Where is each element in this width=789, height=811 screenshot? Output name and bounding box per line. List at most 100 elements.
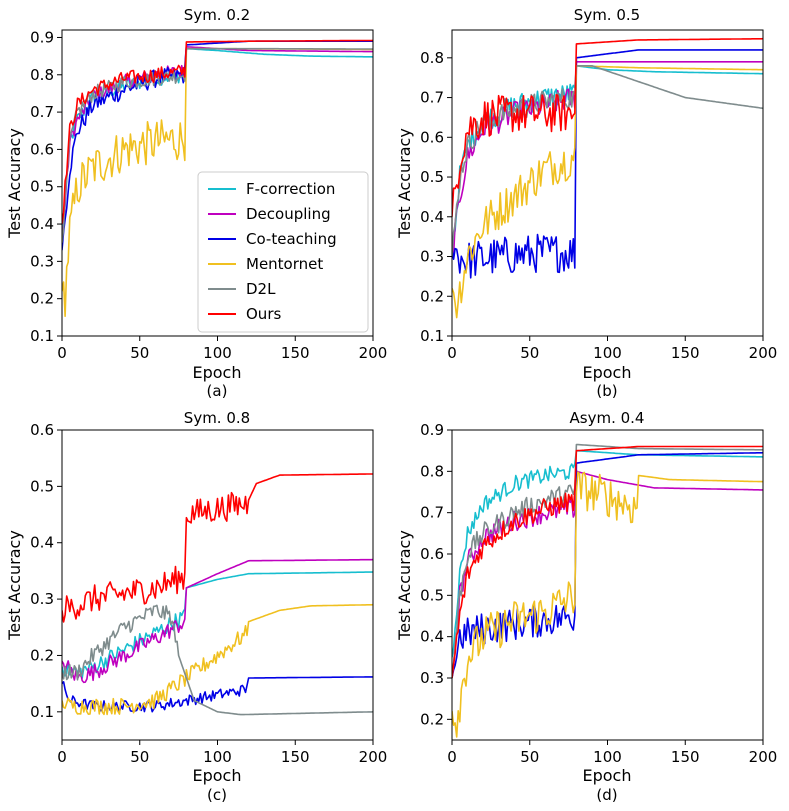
panel-a-series-d2l xyxy=(62,47,373,243)
legend: F-correction Decoupling Co-teaching Mentorn… xyxy=(197,171,369,333)
panel-d-lines xyxy=(452,443,763,738)
panel-a-title: Sym. 0.2 xyxy=(184,6,250,24)
panel-a-ytick-label: 0.3 xyxy=(30,252,54,270)
panel-c-xtick-label: 50 xyxy=(130,748,149,766)
panel-d: Asym. 0.4 Epoch (d) Test Accuracy 0 50 100… xyxy=(395,409,777,804)
panel-d-ytick-label: 0.5 xyxy=(420,586,444,604)
panel-d-ytick-label: 0.2 xyxy=(420,710,444,728)
panel-b-series-co-teaching xyxy=(452,49,763,279)
legend-label-d2l: D2L xyxy=(246,280,276,298)
panel-b-xtick-label: 200 xyxy=(749,344,778,362)
panel-c-series-d2l xyxy=(62,604,373,716)
panel-d-xtick-label: 150 xyxy=(671,748,700,766)
panel-b-title: Sym. 0.5 xyxy=(574,6,640,24)
panel-b-series-ours xyxy=(452,37,763,217)
panel-d-xtick-label: 50 xyxy=(520,748,539,766)
panel-b-ylabel: Test Accuracy xyxy=(395,128,414,239)
panel-a-ytick-label: 0.6 xyxy=(30,140,54,158)
panel-c-xlabel: Epoch xyxy=(193,766,242,785)
legend-label-ours: Ours xyxy=(246,305,281,323)
panel-c-ytick-label: 0.3 xyxy=(30,590,54,608)
panel-d-title: Asym. 0.4 xyxy=(570,409,645,427)
panel-b-ytick-label: 0.6 xyxy=(420,128,444,146)
panel-a-ytick-label: 0.8 xyxy=(30,66,54,84)
panel-d-series-decoupling xyxy=(452,470,763,679)
panel-a: Sym. 0.2 Epoch (a) Test Accuracy 0 50 100 1… xyxy=(5,6,387,400)
panel-b-lines xyxy=(452,37,763,319)
panel-b-xtick-label: 0 xyxy=(447,344,457,362)
panel-b-ytick-label: 0.2 xyxy=(420,287,444,305)
panel-b-series-d2l xyxy=(452,65,763,257)
panel-b-series-f-correction xyxy=(452,65,763,257)
panel-c-ytick-label: 0.4 xyxy=(30,534,54,552)
panel-d-xtick-label: 100 xyxy=(593,748,622,766)
panel-c-xtick-label: 200 xyxy=(359,748,388,766)
panel-a-ytick-label: 0.2 xyxy=(30,290,54,308)
legend-label-decoupling: Decoupling xyxy=(246,205,331,223)
panel-d-frame xyxy=(451,429,764,741)
legend-label-f-correction: F-correction xyxy=(246,180,335,198)
panel-a-xtick-label: 200 xyxy=(359,344,388,362)
panel-a-ytick-label: 0.5 xyxy=(30,178,54,196)
panel-a-xtick-label: 0 xyxy=(57,344,67,362)
panel-b-xtick-label: 100 xyxy=(593,344,622,362)
panel-c-series-mentornet xyxy=(62,603,373,716)
panel-c-title: Sym. 0.8 xyxy=(184,409,250,427)
panel-b-xtick-label: 150 xyxy=(671,344,700,362)
panel-d-xtick-label: 200 xyxy=(749,748,778,766)
panel-c-ylabel: Test Accuracy xyxy=(5,530,24,641)
panel-c-lines xyxy=(62,473,373,716)
panel-d-xtick-label: 0 xyxy=(447,748,457,766)
panel-b-sublabel: (b) xyxy=(596,382,617,400)
panel-a-series-ours xyxy=(62,39,373,225)
panel-a-sublabel: (a) xyxy=(207,382,228,400)
legend-label-mentornet: Mentornet xyxy=(246,255,323,273)
legend-label-co-teaching: Co-teaching xyxy=(246,230,337,248)
panel-d-ytick-label: 0.9 xyxy=(420,421,444,439)
panel-d-sublabel: (d) xyxy=(596,786,617,804)
panel-b: Sym. 0.5 Epoch (b) Test Accuracy 0 50 100 1… xyxy=(395,6,777,400)
panel-c-xtick-label: 100 xyxy=(203,748,232,766)
panel-d-series-f-correction xyxy=(452,449,763,658)
panel-c-series-f-correction xyxy=(62,571,373,679)
panel-c-ytick-label: 0.5 xyxy=(30,477,54,495)
panel-b-ytick-label: 0.5 xyxy=(420,168,444,186)
panel-c-ytick-label: 0.1 xyxy=(30,703,54,721)
panel-c-xtick-label: 150 xyxy=(281,748,310,766)
panel-d-ytick-label: 0.6 xyxy=(420,545,444,563)
panel-b-ytick-label: 0.1 xyxy=(420,327,444,345)
panel-d-ylabel: Test Accuracy xyxy=(395,530,414,641)
panel-c-ytick-label: 0.6 xyxy=(30,421,54,439)
panel-d-series-mentornet xyxy=(452,471,763,738)
panel-c-ytick-label: 0.2 xyxy=(30,646,54,664)
panel-d-series-ours xyxy=(452,445,763,679)
panel-a-lines xyxy=(62,39,373,318)
panel-a-xtick-label: 50 xyxy=(130,344,149,362)
panel-d-xlabel: Epoch xyxy=(583,766,632,785)
panel-d-ytick-label: 0.4 xyxy=(420,628,444,646)
panel-b-ytick-label: 0.3 xyxy=(420,248,444,266)
panel-a-ytick-label: 0.7 xyxy=(30,103,54,121)
panel-a-ytick-label: 0.1 xyxy=(30,327,54,345)
panel-d-ytick-label: 0.7 xyxy=(420,504,444,522)
legend-box xyxy=(197,171,369,333)
panel-c-series-ours xyxy=(62,473,373,623)
panel-b-xlabel: Epoch xyxy=(583,363,632,382)
panel-b-frame xyxy=(451,29,764,337)
panel-d-ytick-label: 0.3 xyxy=(420,669,444,687)
panel-d-series-co-teaching xyxy=(452,451,763,679)
panel-b-xtick-label: 50 xyxy=(520,344,539,362)
panel-b-series-mentornet xyxy=(452,65,763,319)
panel-a-xlabel: Epoch xyxy=(193,363,242,382)
panel-c-sublabel: (c) xyxy=(207,786,227,804)
panel-a-xtick-label: 150 xyxy=(281,344,310,362)
panel-c-xtick-label: 0 xyxy=(57,748,67,766)
panel-a-ytick-label: 0.4 xyxy=(30,215,54,233)
panel-a-series-f-correction xyxy=(62,47,373,243)
panel-a-ylabel: Test Accuracy xyxy=(5,128,24,239)
panel-d-ytick-label: 0.8 xyxy=(420,462,444,480)
panel-b-ytick-label: 0.7 xyxy=(420,89,444,107)
panel-a-xtick-label: 100 xyxy=(203,344,232,362)
panel-c: Sym. 0.8 Epoch (c) Test Accuracy 0 50 100 1… xyxy=(5,409,387,804)
